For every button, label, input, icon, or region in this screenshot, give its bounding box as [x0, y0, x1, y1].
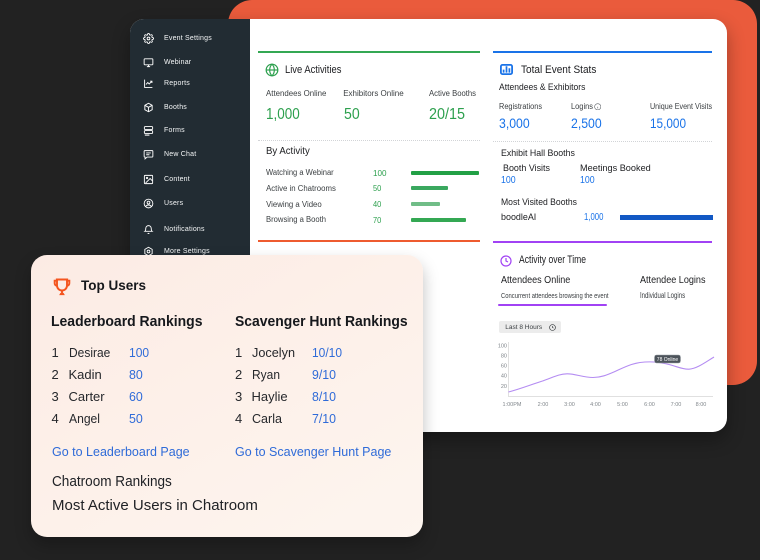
svg-text:6:00: 6:00	[644, 402, 655, 408]
svg-text:60: 60	[501, 364, 507, 370]
svg-text:1:00PM: 1:00PM	[503, 402, 522, 408]
svg-text:20: 20	[501, 384, 507, 390]
svg-text:100: 100	[498, 343, 507, 349]
svg-text:40: 40	[501, 374, 507, 380]
svg-text:78 Online: 78 Online	[657, 357, 679, 363]
svg-text:2:00: 2:00	[538, 402, 549, 408]
svg-text:7:00: 7:00	[671, 402, 682, 408]
svg-text:3:00: 3:00	[564, 402, 575, 408]
svg-text:5:00: 5:00	[617, 402, 628, 408]
svg-text:4:00: 4:00	[590, 402, 601, 408]
svg-text:80: 80	[501, 354, 507, 360]
svg-text:8:00: 8:00	[696, 402, 707, 408]
